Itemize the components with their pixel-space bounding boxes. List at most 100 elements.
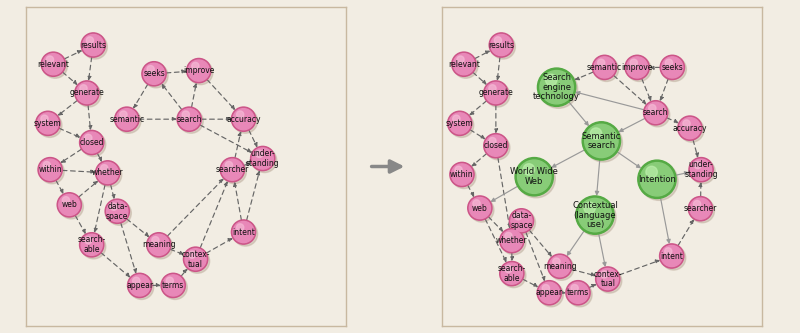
Circle shape: [553, 258, 560, 265]
Text: under-
standing: under- standing: [246, 149, 279, 168]
Circle shape: [597, 268, 618, 290]
Circle shape: [95, 161, 120, 185]
Circle shape: [233, 109, 254, 130]
Text: searcher: searcher: [684, 204, 717, 213]
Circle shape: [97, 162, 118, 183]
Circle shape: [449, 113, 470, 134]
Circle shape: [665, 248, 672, 255]
Circle shape: [694, 200, 701, 208]
Text: meaning: meaning: [142, 240, 176, 249]
Circle shape: [550, 256, 570, 277]
Text: data-
space: data- space: [510, 211, 533, 230]
Circle shape: [38, 158, 62, 182]
Circle shape: [450, 113, 474, 138]
Circle shape: [630, 59, 638, 66]
Circle shape: [162, 275, 184, 296]
Circle shape: [189, 251, 196, 258]
Circle shape: [107, 201, 131, 225]
Circle shape: [455, 166, 462, 173]
Text: Contextual
(language
use): Contextual (language use): [572, 201, 618, 229]
Circle shape: [82, 132, 106, 157]
Circle shape: [234, 222, 258, 246]
Text: whether: whether: [92, 168, 123, 177]
Circle shape: [523, 164, 534, 175]
Circle shape: [594, 57, 615, 78]
Circle shape: [578, 198, 612, 232]
Text: under-
standing: under- standing: [684, 161, 718, 179]
Circle shape: [484, 134, 508, 158]
Text: seeks: seeks: [662, 63, 683, 72]
Circle shape: [491, 35, 515, 59]
Circle shape: [106, 201, 128, 222]
Circle shape: [253, 148, 277, 172]
Circle shape: [453, 115, 460, 122]
Circle shape: [662, 57, 683, 78]
Text: semantic: semantic: [587, 63, 622, 72]
Circle shape: [457, 56, 464, 63]
Circle shape: [646, 166, 658, 178]
Circle shape: [222, 160, 246, 184]
Circle shape: [502, 263, 526, 288]
Circle shape: [86, 37, 94, 44]
Circle shape: [645, 102, 666, 123]
Circle shape: [688, 196, 713, 221]
Circle shape: [659, 244, 684, 268]
Circle shape: [518, 160, 551, 193]
Circle shape: [142, 62, 166, 86]
Circle shape: [46, 56, 54, 63]
Circle shape: [473, 200, 480, 207]
Circle shape: [179, 109, 203, 133]
Text: relevant: relevant: [38, 60, 70, 69]
Circle shape: [130, 275, 154, 299]
Text: accuracy: accuracy: [673, 124, 707, 133]
Circle shape: [494, 37, 502, 44]
Circle shape: [578, 198, 616, 236]
Circle shape: [85, 236, 92, 244]
Text: World Wide
Web: World Wide Web: [510, 167, 558, 186]
Circle shape: [666, 59, 673, 66]
Circle shape: [470, 198, 494, 222]
Circle shape: [452, 164, 476, 188]
Circle shape: [514, 212, 522, 220]
Circle shape: [42, 54, 64, 75]
Circle shape: [542, 284, 550, 292]
Text: generate: generate: [478, 89, 514, 98]
Text: intent: intent: [232, 227, 255, 236]
Circle shape: [41, 115, 48, 122]
Circle shape: [689, 158, 714, 182]
Circle shape: [626, 57, 648, 78]
Text: terms: terms: [567, 288, 589, 297]
Circle shape: [546, 74, 557, 86]
Circle shape: [678, 116, 702, 140]
Circle shape: [256, 150, 263, 158]
Circle shape: [640, 162, 678, 200]
Text: whether: whether: [496, 236, 528, 245]
Text: within: within: [38, 165, 62, 174]
Circle shape: [454, 54, 478, 78]
Circle shape: [601, 271, 608, 278]
Circle shape: [540, 71, 574, 104]
Circle shape: [237, 224, 244, 231]
Circle shape: [502, 230, 522, 251]
Circle shape: [451, 164, 473, 185]
Circle shape: [101, 165, 108, 172]
Circle shape: [39, 159, 61, 180]
Circle shape: [41, 52, 66, 76]
Circle shape: [186, 249, 210, 273]
Text: appear: appear: [536, 288, 563, 297]
Circle shape: [593, 55, 617, 80]
Circle shape: [231, 107, 256, 131]
Circle shape: [596, 267, 620, 291]
Circle shape: [690, 198, 714, 223]
Circle shape: [116, 109, 138, 130]
Circle shape: [81, 234, 102, 255]
Circle shape: [539, 70, 578, 108]
Circle shape: [38, 113, 62, 138]
Circle shape: [470, 197, 490, 219]
Circle shape: [502, 230, 526, 255]
Text: searcher: searcher: [216, 165, 249, 174]
Circle shape: [489, 85, 496, 92]
Circle shape: [166, 277, 174, 284]
Circle shape: [77, 83, 101, 107]
Circle shape: [250, 147, 275, 170]
